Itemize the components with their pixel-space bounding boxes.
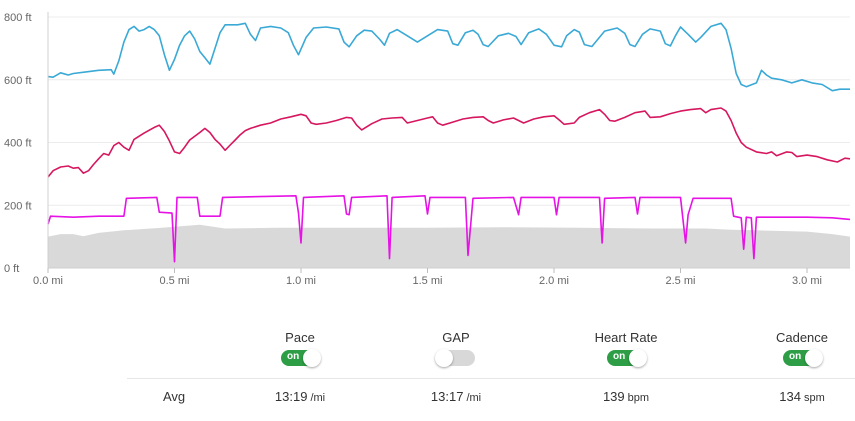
heart-rate-toggle-text: on — [613, 351, 626, 362]
pace-toggle[interactable]: on — [281, 349, 321, 367]
y-tick-label: 400 ft — [4, 138, 32, 150]
avg-heart-rate-unit: bpm — [627, 392, 650, 404]
y-tick-label: 0 ft — [4, 263, 19, 275]
elevation-area — [48, 224, 850, 268]
heart-rate-toggle-knob — [629, 349, 647, 367]
avg-row: Avg 13:19/mi 13:17/mi 139 bpm 134 spm — [0, 389, 855, 409]
x-tick-label: 1.0 mi — [286, 275, 316, 287]
y-tick-label: 200 ft — [4, 200, 32, 212]
metric-toggles: Pace on GAP Heart Rate on Cadence on — [0, 330, 855, 378]
heart-rate-toggle[interactable]: on — [607, 349, 647, 367]
avg-cadence-value: 134 — [779, 389, 801, 404]
chart-series — [47, 22, 851, 268]
x-tick-label: 3.0 mi — [792, 275, 822, 287]
avg-pace-value: 13:19 — [274, 389, 308, 404]
y-tick-label: 800 ft — [4, 12, 32, 24]
avg-pace-unit: /mi — [310, 392, 326, 404]
cadence-line — [47, 195, 851, 263]
pace-control: Pace on — [240, 330, 360, 371]
avg-gap-unit: /mi — [466, 392, 482, 404]
heart-rate-line — [47, 107, 851, 178]
cadence-control: Cadence on — [742, 330, 855, 371]
pace-label: Pace — [285, 330, 315, 345]
avg-heart-rate: 139 bpm — [566, 389, 686, 404]
x-tick-label: 0.5 mi — [160, 275, 190, 287]
x-tick-label: 2.5 mi — [666, 275, 696, 287]
chart-axes: 0 ft 200 ft 400 ft 600 ft 800 ft 0.0 mi 0.5 mi… — [4, 12, 850, 287]
gap-control: GAP — [396, 330, 516, 371]
x-tick-label: 2.0 mi — [539, 275, 569, 287]
avg-gap: 13:17/mi — [396, 389, 516, 404]
x-tick-label: 0.0 mi — [33, 275, 63, 287]
chart-grid — [48, 16, 850, 206]
gap-toggle-knob — [435, 349, 453, 367]
avg-label: Avg — [163, 389, 186, 404]
pace-toggle-knob — [303, 349, 321, 367]
cadence-toggle-text: on — [789, 351, 802, 362]
avg-cadence-unit: spm — [803, 392, 825, 404]
activity-chart[interactable]: 0 ft 200 ft 400 ft 600 ft 800 ft 0.0 mi 0.5 mi… — [0, 0, 855, 300]
avg-cadence: 134 spm — [742, 389, 855, 404]
avg-divider — [127, 378, 855, 379]
x-tick-label: 1.5 mi — [413, 275, 443, 287]
cadence-label: Cadence — [775, 330, 829, 345]
avg-pace: 13:19/mi — [240, 389, 360, 404]
avg-heart-rate-value: 139 — [602, 389, 625, 404]
heart-rate-label: Heart Rate — [594, 330, 658, 345]
cadence-toggle-knob — [805, 349, 823, 367]
gap-toggle[interactable] — [435, 349, 475, 367]
gap-label: GAP — [442, 330, 470, 345]
y-tick-label: 600 ft — [4, 75, 32, 87]
heart-rate-control: Heart Rate on — [566, 330, 686, 371]
pace-line — [47, 22, 850, 92]
pace-toggle-text: on — [287, 351, 300, 362]
avg-gap-value: 13:17 — [430, 389, 464, 404]
cadence-toggle[interactable]: on — [783, 349, 823, 367]
